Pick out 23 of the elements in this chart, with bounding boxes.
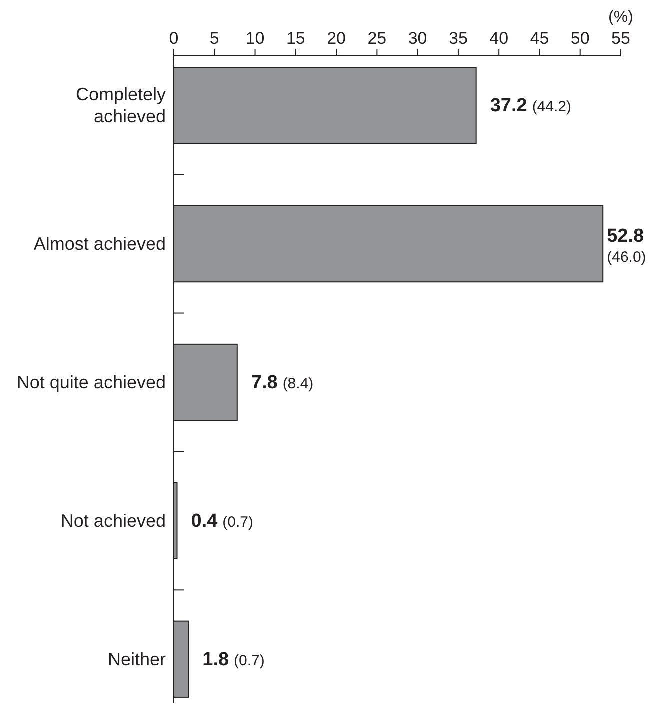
data-label: 37.2 (44.2) — [490, 96, 572, 117]
x-tick-label: 25 — [368, 29, 387, 48]
data-label: 52.8 (46.0) — [607, 226, 646, 266]
x-tick-label: 10 — [246, 29, 265, 48]
x-tick-label: 0 — [169, 29, 179, 48]
x-tick-label: 45 — [530, 29, 550, 48]
x-tick-label: 15 — [286, 29, 306, 48]
x-tick-label: 40 — [490, 29, 509, 48]
y-tick-label: Not quite achieved — [16, 372, 166, 392]
y-tick-label: Neither — [108, 649, 166, 670]
x-tick-label: 30 — [408, 29, 428, 48]
data-label: 1.8 (0.7) — [202, 649, 265, 670]
y-tick-label: Completely achieved — [76, 84, 166, 127]
x-tick-label: 55 — [612, 29, 630, 48]
y-tick-label: Almost achieved — [34, 234, 166, 254]
data-label: 0.4 (0.7) — [191, 510, 254, 532]
x-tick-label: 35 — [448, 29, 468, 48]
x-axis-title: (%) — [608, 9, 634, 26]
x-tick-label: 50 — [570, 29, 590, 48]
y-tick-label: Not achieved — [60, 510, 166, 531]
data-label: 7.8 (8.4) — [251, 372, 314, 394]
x-tick-label: 20 — [327, 29, 346, 48]
x-tick-label: 5 — [210, 29, 220, 48]
